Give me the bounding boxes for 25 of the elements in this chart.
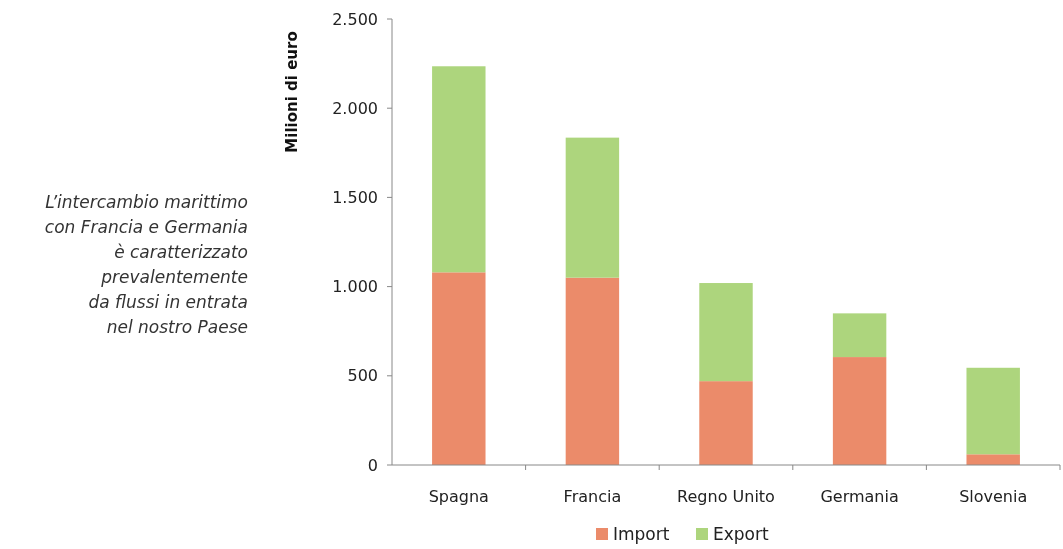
text: L’intercambio marittimo con Francia e Germania è caratterizzato prevalentemente da flussi in entrata nel nostro Paese bbox=[44, 192, 248, 337]
legend-label: Export bbox=[713, 524, 769, 544]
x-tick-label: Germania bbox=[820, 487, 899, 506]
bar bbox=[966, 454, 1020, 465]
y-tick-label: 500 bbox=[347, 366, 378, 386]
bar bbox=[699, 283, 753, 382]
bar bbox=[565, 277, 620, 465]
x-tick-label: Francia bbox=[563, 487, 622, 506]
bar bbox=[966, 367, 1020, 455]
x-tick-label: Slovenia bbox=[959, 487, 1028, 506]
bar bbox=[565, 137, 620, 278]
bar bbox=[699, 381, 753, 465]
y-tick-label: 2.000 bbox=[332, 98, 378, 118]
bar bbox=[832, 357, 887, 465]
bar bbox=[832, 313, 887, 358]
x-tick-label: Regno Unito bbox=[677, 487, 775, 506]
y-tick-label: 1.000 bbox=[332, 277, 378, 297]
legend-label: Import bbox=[613, 524, 670, 544]
y-tick-label: 1.500 bbox=[332, 188, 378, 207]
bar bbox=[432, 66, 486, 273]
y-tick-label: 0 bbox=[367, 455, 378, 475]
y-axis-title: Milioni di euro bbox=[283, 31, 301, 153]
x-tick-label: Spagna bbox=[428, 487, 489, 506]
bar bbox=[432, 272, 486, 465]
y-tick-label: 2.500 bbox=[332, 9, 378, 29]
